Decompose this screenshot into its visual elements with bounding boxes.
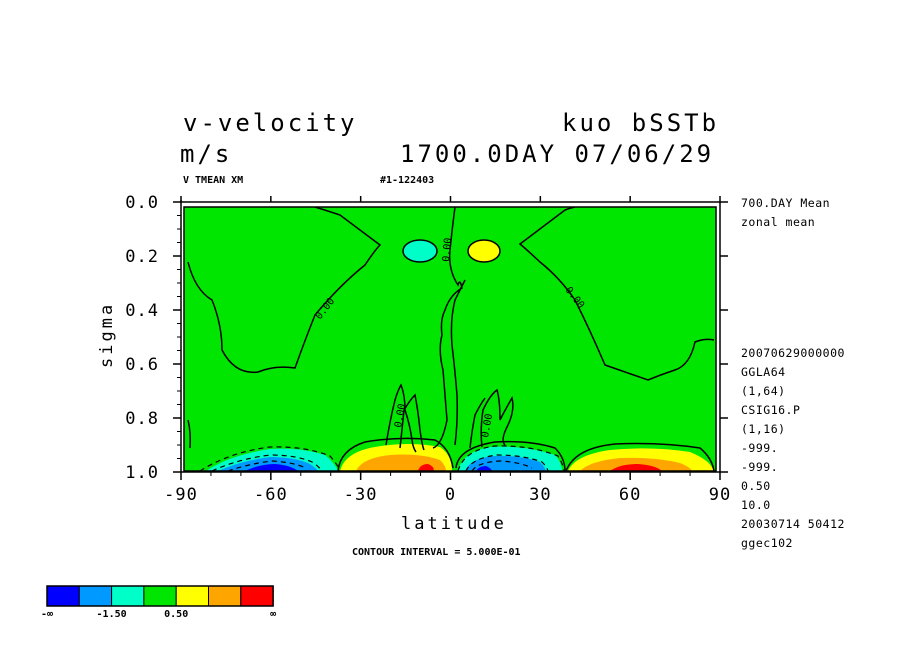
y-tick-label: 0.8 bbox=[125, 409, 159, 429]
axes: -90 -60 -30 0 30 60 90 0.0 0.2 0.4 0.6 0.8 1.0 bbox=[125, 193, 731, 505]
dashed-contours bbox=[199, 445, 565, 471]
dashed-n-1 bbox=[457, 445, 565, 471]
fill-n-pos-3 bbox=[610, 464, 662, 471]
x-tick-label: 60 bbox=[619, 485, 641, 505]
colorbar-swatch bbox=[78, 585, 113, 607]
side-label: 20030714 50412 bbox=[741, 517, 845, 531]
plot-frame bbox=[183, 206, 717, 472]
colorbar-swatch bbox=[143, 585, 177, 607]
x-axis-label: latitude bbox=[401, 514, 507, 534]
side-label: 20070629000000 bbox=[741, 346, 845, 360]
side-label: 700.DAY Mean bbox=[741, 196, 830, 210]
dashed-s-3 bbox=[227, 460, 307, 471]
colorbar: -∞ -1.50 0.50 ∞ bbox=[41, 585, 276, 620]
fill-upper-neg-cell bbox=[403, 240, 437, 262]
x-tick-label: -90 bbox=[164, 485, 198, 505]
dashed-n-3 bbox=[471, 460, 533, 471]
chart-title-variable: v-velocity bbox=[183, 109, 358, 137]
contour-zero-sw bbox=[187, 207, 382, 374]
contour-sw-low bbox=[385, 383, 417, 453]
chart-timestamp: 1700.0DAY 07/06/29 bbox=[400, 140, 714, 168]
fill-upper-pos-cell bbox=[468, 240, 500, 262]
colorbar-swatch bbox=[208, 585, 242, 607]
fill-s-neg-2 bbox=[218, 457, 318, 471]
colorbar-swatch bbox=[240, 585, 274, 607]
contour-sh-cell bbox=[337, 437, 454, 471]
contour-interval-text: CONTOUR INTERVAL = 5.000E-01 bbox=[352, 547, 521, 558]
x-tick-label: -60 bbox=[254, 485, 288, 505]
contour-equatorial bbox=[432, 207, 463, 449]
side-label: 0.50 bbox=[741, 479, 771, 493]
side-label: zonal mean bbox=[741, 215, 815, 229]
contour-nh-cell bbox=[455, 440, 566, 471]
side-labels-bottom: 20070629000000 GGLA64 (1,64) CSIG16.P (1,16)… bbox=[741, 346, 845, 550]
colorbar-label: 0.50 bbox=[164, 609, 188, 620]
colorbar-label: -∞ bbox=[41, 609, 53, 620]
contour-zero-se bbox=[518, 207, 715, 381]
contour-edge-left bbox=[187, 419, 191, 449]
contour-label-low-n: 0.00 bbox=[480, 413, 495, 439]
side-label: 10.0 bbox=[741, 498, 771, 512]
y-tick-label: 0.6 bbox=[125, 355, 159, 375]
y-tick-label: 0.4 bbox=[125, 301, 159, 321]
side-label: -999. bbox=[741, 460, 778, 474]
colorbar-frame bbox=[46, 585, 274, 607]
contour-label-low-s: 0.00 bbox=[393, 403, 408, 429]
contour-ne-low bbox=[480, 388, 514, 448]
x-tick-label: 90 bbox=[709, 485, 731, 505]
dashed-s-1 bbox=[199, 446, 341, 471]
colorbar-swatch bbox=[111, 585, 145, 607]
colorbar-label: ∞ bbox=[270, 609, 276, 620]
fill-s-pos-3 bbox=[418, 464, 434, 471]
side-label: CSIG16.P bbox=[741, 403, 800, 417]
contour-fills bbox=[206, 240, 714, 471]
contour-equatorial-n bbox=[450, 279, 466, 446]
contour-lines bbox=[187, 207, 715, 471]
subtitle-left: V TMEAN XM bbox=[183, 175, 243, 186]
colorbar-label: -1.50 bbox=[97, 609, 127, 620]
contour-sw-low-2 bbox=[399, 393, 425, 451]
side-label: -999. bbox=[741, 441, 778, 455]
y-tick-label: 0.2 bbox=[125, 247, 159, 267]
contour-label-upper: 0.00 bbox=[441, 237, 454, 262]
y-axis-label: sigma bbox=[97, 302, 117, 368]
contour-upper-neg bbox=[402, 239, 438, 263]
colorbar-swatch bbox=[175, 585, 209, 607]
side-label: (1,64) bbox=[741, 384, 786, 398]
side-label: ggec102 bbox=[741, 536, 793, 550]
contour-nh-pos bbox=[565, 442, 715, 471]
subtitle-mid: #1-122403 bbox=[380, 175, 434, 186]
fill-n-neg-3 bbox=[476, 466, 492, 471]
chart-unit: m/s bbox=[180, 140, 232, 168]
side-labels-top: 700.DAY Mean zonal mean bbox=[741, 196, 830, 229]
fill-s-neg-3 bbox=[245, 464, 298, 471]
colorbar-swatch bbox=[46, 585, 80, 607]
side-label: GGLA64 bbox=[741, 365, 786, 379]
chart-title-experiment: kuo bSSTb bbox=[562, 109, 719, 137]
y-tick-label: 0.0 bbox=[125, 193, 159, 213]
y-tick-label: 1.0 bbox=[125, 463, 159, 483]
x-tick-label: 0 bbox=[445, 485, 456, 505]
dashed-s-2 bbox=[211, 454, 323, 471]
x-tick-label: -30 bbox=[344, 485, 378, 505]
contour-upper-pos bbox=[467, 239, 501, 263]
x-tick-label: 30 bbox=[529, 485, 551, 505]
contour-ne-low-2 bbox=[469, 397, 486, 449]
side-label: (1,16) bbox=[741, 422, 786, 436]
